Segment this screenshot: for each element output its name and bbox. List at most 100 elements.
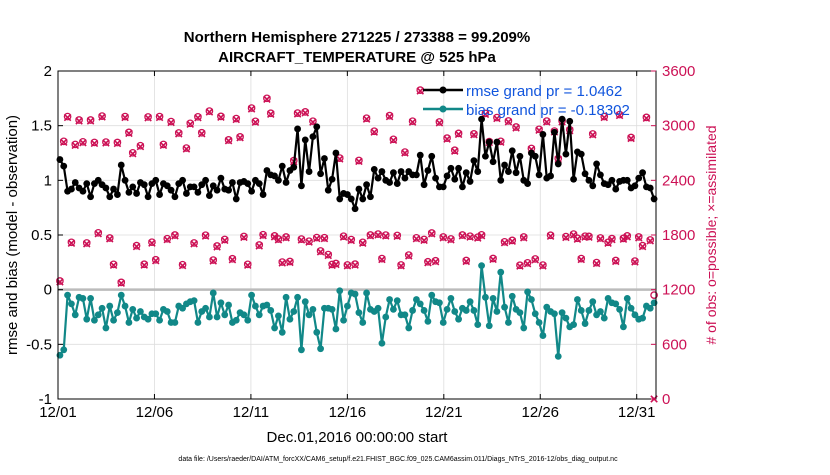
bias-point	[244, 316, 252, 324]
rmse-point	[597, 171, 604, 179]
obs-possible-point	[247, 104, 256, 112]
obs-possible-point	[512, 123, 520, 131]
obs-assimilated-stroke	[412, 234, 421, 243]
obs-assimilated-stroke	[278, 259, 287, 267]
obs-assimilated-stroke	[312, 234, 321, 243]
obs-possible-point	[458, 231, 467, 239]
bias-point	[68, 300, 75, 308]
obs-assimilated-stroke	[596, 235, 605, 243]
obs-assimilated-stroke	[535, 126, 543, 134]
obs-possible-point	[209, 256, 218, 264]
obs-assimilated-point	[159, 141, 168, 150]
rmse-point	[367, 193, 374, 201]
obs-assimilated-stroke	[117, 279, 126, 288]
rmse-point	[301, 136, 309, 144]
obs-possible-point	[125, 128, 133, 137]
obs-possible-point	[408, 117, 417, 126]
obs-assimilated-stroke	[255, 242, 264, 250]
bias-point	[428, 291, 436, 299]
obs-assimilated-stroke	[623, 233, 632, 241]
obs-assimilated-stroke	[450, 147, 459, 155]
obs-possible-point	[67, 238, 76, 247]
obs-assimilated-point	[293, 110, 302, 118]
obs-possible-point	[309, 117, 317, 126]
obs-assimilated-stroke	[608, 235, 616, 244]
rmse-point	[474, 168, 482, 175]
obs-assimilated-stroke	[144, 114, 152, 122]
rmse-point	[298, 182, 305, 190]
obs-assimilated-point	[201, 232, 210, 240]
obs-possible-point	[90, 138, 99, 147]
obs-possible-point	[56, 277, 64, 285]
obs-assimilated-point	[596, 235, 605, 243]
rmse-point	[593, 160, 600, 168]
obs-possible-point	[205, 107, 214, 115]
obs-assimilated-point	[67, 239, 76, 247]
rmse-point	[102, 184, 110, 192]
obs-assimilated-stroke	[493, 114, 501, 123]
obs-assimilated-stroke	[297, 236, 306, 244]
obs-assimilated-point	[443, 135, 451, 143]
rmse-point	[466, 178, 474, 185]
obs-possible-point	[213, 242, 221, 250]
bias-point	[248, 291, 255, 299]
obs-assimilated-stroke	[213, 243, 221, 251]
rmse-point	[332, 149, 340, 157]
obs-assimilated-stroke	[324, 251, 333, 260]
obs-possible-point	[401, 148, 409, 156]
rmse-point	[213, 186, 221, 194]
obs-possible-point	[642, 113, 651, 122]
rmse-point	[547, 172, 554, 180]
bias-point	[106, 302, 114, 310]
obs-assimilated-stroke	[358, 239, 367, 247]
obs-assimilated-point	[144, 114, 152, 122]
obs-assimilated-point	[519, 234, 528, 242]
rmse-point	[313, 123, 321, 131]
obs-assimilated-point	[125, 129, 133, 138]
bias-point	[386, 296, 393, 303]
rmse-point	[390, 169, 397, 177]
bias-point	[528, 296, 535, 303]
obs-assimilated-point	[339, 233, 348, 241]
obs-possible-point	[389, 135, 398, 144]
obs-possible-point	[393, 231, 402, 240]
bias-point	[336, 287, 344, 295]
obs-possible-point	[128, 148, 137, 157]
obs-assimilated-point	[562, 233, 570, 242]
obs-assimilated-stroke	[90, 139, 99, 148]
obs-assimilated-point	[504, 118, 513, 126]
bias-point	[600, 314, 608, 322]
obs-assimilated-point	[102, 139, 110, 147]
bias-point	[516, 309, 524, 317]
obs-assimilated-point	[167, 118, 175, 127]
obs-assimilated-stroke	[470, 131, 478, 139]
bias-point	[493, 308, 501, 315]
obs-possible-point	[251, 117, 260, 126]
obs-assimilated-point	[619, 235, 628, 244]
obs-assimilated-stroke	[209, 257, 218, 265]
bias-point	[79, 295, 87, 302]
obs-assimilated-point	[366, 232, 375, 240]
obs-possible-point	[431, 256, 440, 265]
obs-assimilated-point	[259, 231, 267, 240]
y-right-tick-label: 0	[662, 391, 670, 408]
bias-point	[194, 319, 202, 326]
bias-point	[631, 311, 639, 319]
obs-assimilated-stroke	[197, 129, 206, 138]
obs-assimilated-stroke	[190, 240, 198, 248]
bias-point	[359, 319, 367, 326]
obs-possible-point	[378, 254, 386, 263]
obs-assimilated-stroke	[634, 234, 643, 242]
rmse-point	[198, 181, 206, 189]
y-right-tick-label: 1800	[662, 227, 695, 244]
bias-point	[144, 315, 152, 323]
obs-assimilated-point	[627, 134, 635, 143]
obs-assimilated-point	[424, 258, 432, 267]
obs-possible-point	[615, 110, 624, 119]
obs-assimilated-stroke	[167, 118, 175, 127]
obs-assimilated-stroke	[82, 240, 91, 248]
obs-possible-point	[217, 112, 225, 121]
bias-point	[551, 310, 558, 318]
obs-possible-point	[481, 109, 490, 118]
